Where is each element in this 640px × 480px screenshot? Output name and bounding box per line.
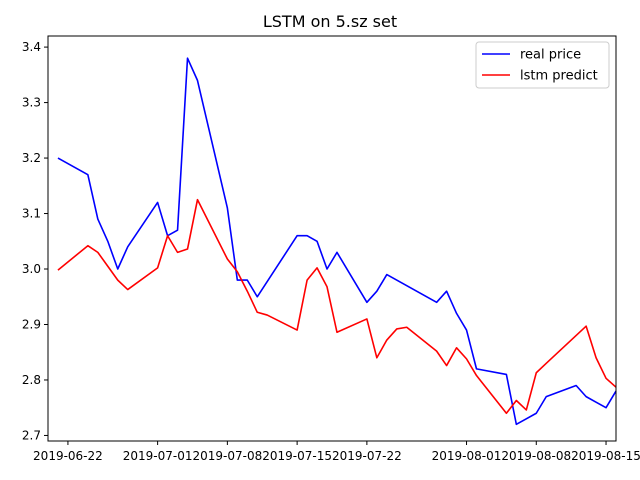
y-tick-label: 3.0 (22, 262, 41, 276)
y-tick-label: 3.2 (22, 151, 41, 165)
x-tick-label: 2019-08-01 (432, 449, 502, 463)
plot-frame (48, 36, 616, 441)
x-tick-label: 2019-08-15 (571, 449, 640, 463)
axes-layer: 2.7 2.8 2.9 3.0 3.1 3.2 3.3 3.4 2019-06-22 2019-0… (22, 35, 640, 463)
x-tick-label: 2019-07-15 (262, 449, 332, 463)
legend-label-2: lstm predict (520, 69, 598, 84)
series-line-2 (57, 198, 617, 415)
y-tick-label: 3.4 (22, 40, 41, 54)
series-layer (57, 57, 617, 426)
axes-border (47, 35, 617, 442)
x-tick-label: 2019-08-08 (501, 449, 571, 463)
y-tick-label: 2.7 (22, 428, 41, 442)
chart-title: LSTM on 5.sz set (263, 12, 397, 31)
x-tick-label: 2019-07-01 (123, 449, 193, 463)
x-tick-label: 2019-07-22 (332, 449, 402, 463)
y-tick-label: 3.3 (22, 96, 41, 110)
x-tick-label: 2019-06-22 (33, 449, 103, 463)
y-tick-label: 2.9 (22, 317, 41, 331)
y-tick-label: 2.8 (22, 373, 41, 387)
legend-label-1: real price (520, 48, 581, 63)
series-line-1 (57, 57, 617, 426)
x-tick-label: 2019-07-08 (192, 449, 262, 463)
plot-area: 2.7 2.8 2.9 3.0 3.1 3.2 3.3 3.4 2019-06-22 2019-0… (22, 35, 640, 463)
y-tick-label: 3.1 (22, 207, 41, 221)
legend: real price lstm predict (475, 41, 610, 89)
